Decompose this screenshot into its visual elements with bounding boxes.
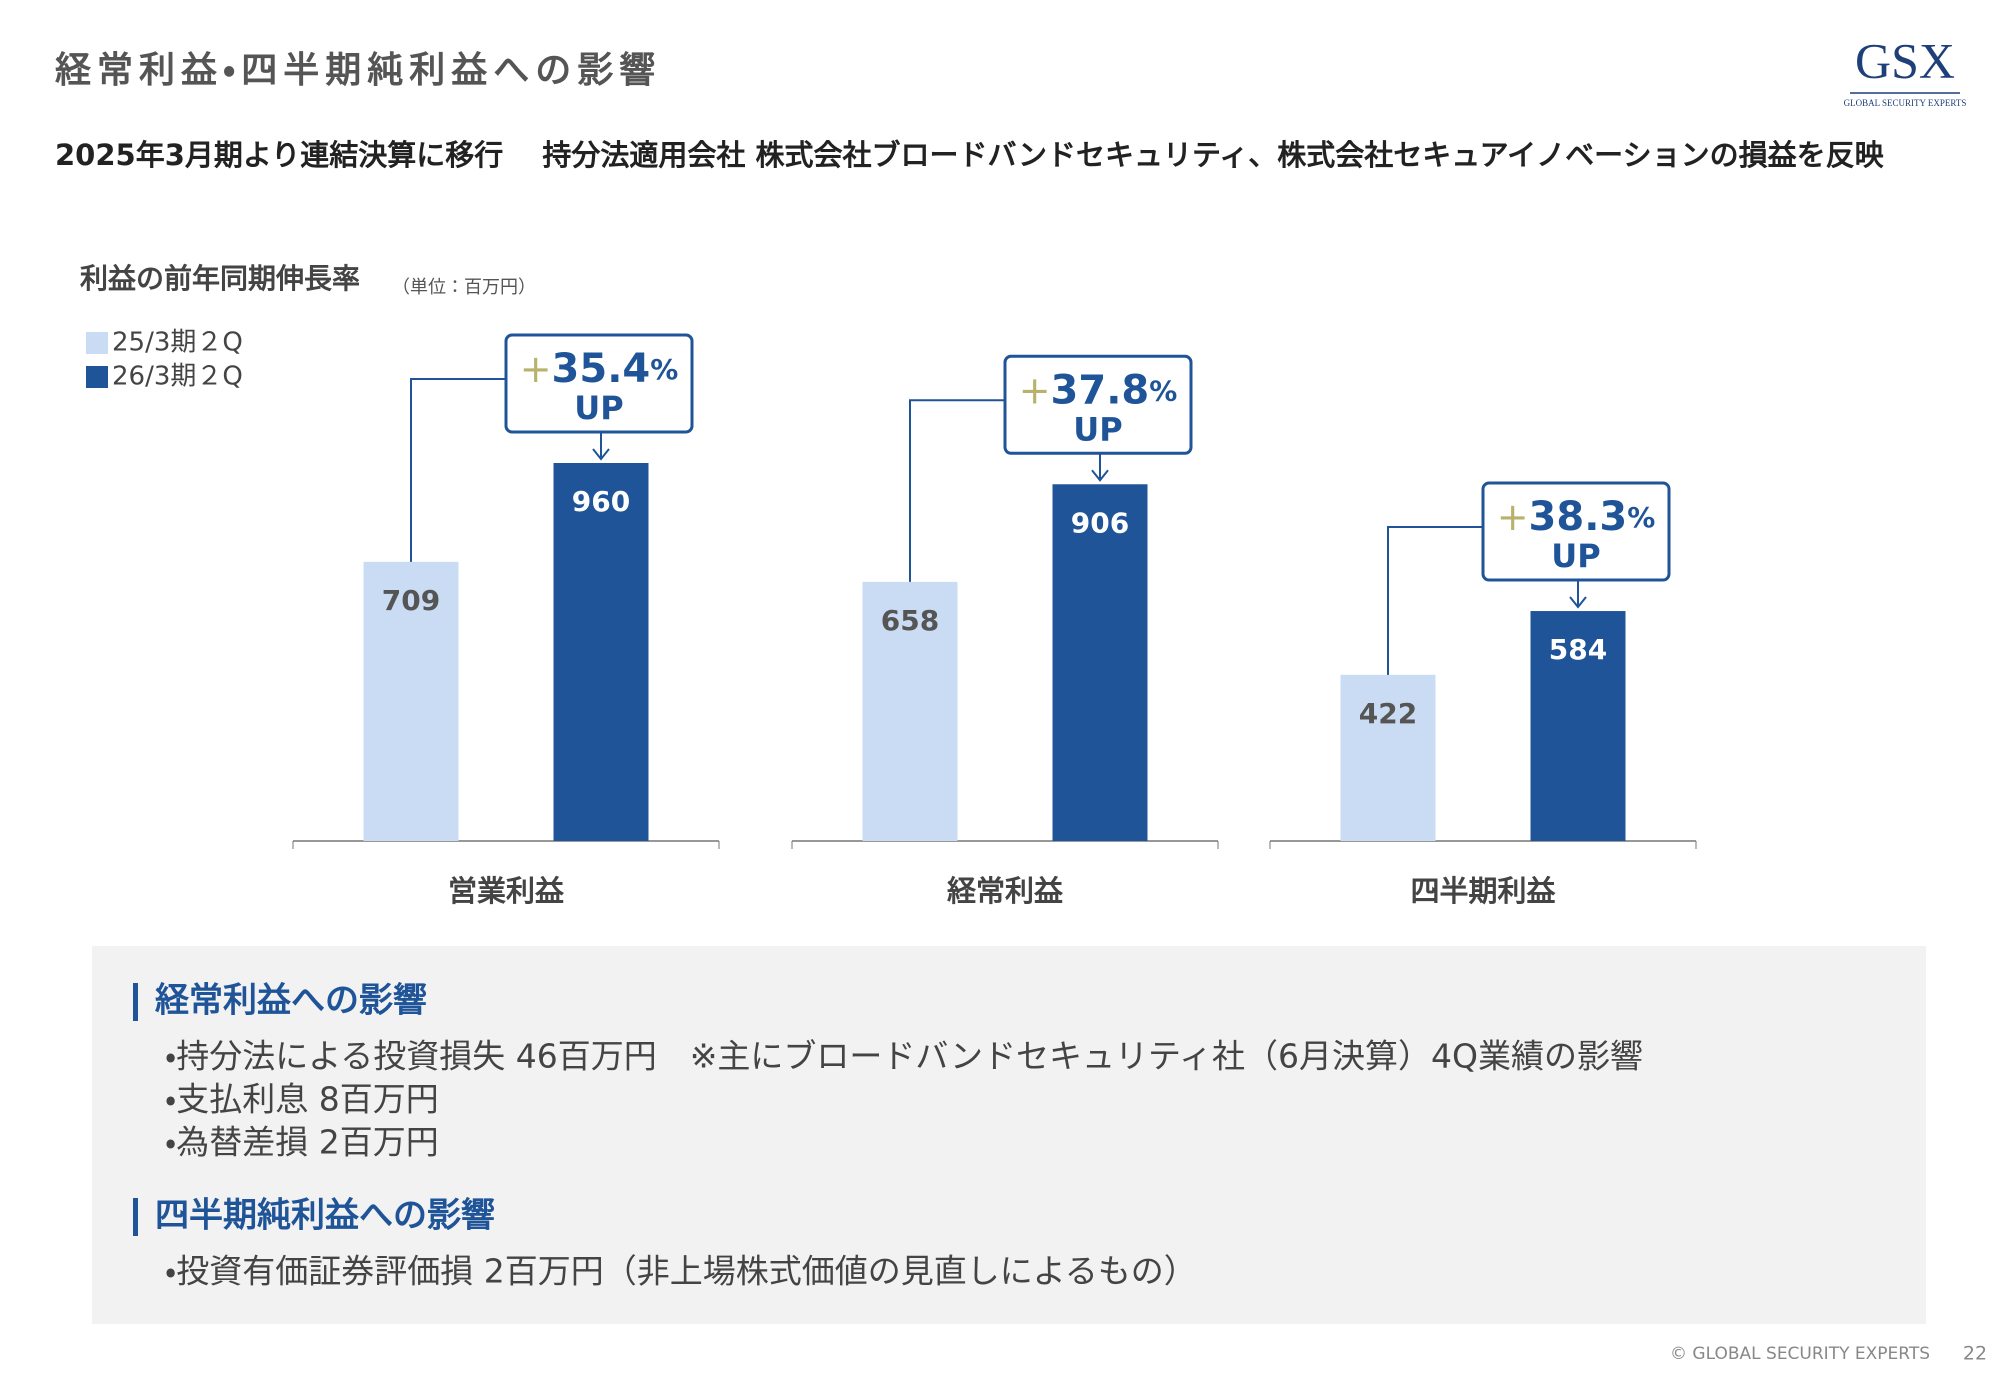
growth-box: [504, 333, 694, 434]
subtitle: 2025年3月期より連結決算に移行 持分法適用会社 株式会社ブロードバンドセキュ…: [55, 138, 1885, 172]
connector: [410, 378, 506, 562]
category-label: 経常利益: [947, 874, 1064, 908]
note-item: ・為替差損 2百万円: [165, 1123, 439, 1162]
heading-marker: [133, 1198, 138, 1236]
growth-rate: +35.4%: [520, 346, 679, 392]
growth-unit: %: [650, 353, 678, 386]
value-label: 906: [1071, 506, 1129, 539]
legend-label: 26/3期２Q: [112, 362, 243, 392]
growth-text: UP: [1551, 537, 1600, 575]
category-label: 営業利益: [448, 874, 565, 908]
connector: [1387, 526, 1483, 675]
growth-sign: +: [1019, 368, 1051, 412]
bar: [553, 463, 649, 841]
bar: [1052, 484, 1148, 841]
category-label: 四半期利益: [1410, 874, 1556, 908]
value-label: 584: [1549, 633, 1607, 666]
logo: GSX: [1855, 32, 1955, 88]
connector: [909, 399, 1005, 582]
legend-swatch: [86, 332, 108, 354]
arrow-head: [592, 448, 610, 461]
growth-sign: +: [520, 347, 552, 391]
value-label: 658: [881, 604, 939, 637]
unit-note: （単位：百万円）: [392, 277, 536, 298]
growth-text: UP: [574, 389, 623, 427]
value-label: 960: [572, 485, 630, 518]
bar: [363, 561, 459, 841]
page-number: 22: [1963, 1343, 1987, 1365]
growth-sign: +: [1497, 495, 1529, 539]
slide-title: 経常利益・四半期純利益への影響: [55, 50, 661, 91]
growth-box: [1003, 354, 1193, 455]
notes-panel: [92, 946, 1926, 1324]
growth-unit: %: [1627, 501, 1655, 534]
legend-swatch: [86, 366, 108, 388]
value-label: 422: [1359, 697, 1417, 730]
growth-text: UP: [1073, 410, 1122, 448]
chart-title: 利益の前年同期伸長率: [80, 262, 360, 295]
growth-rate: +38.3%: [1497, 494, 1656, 540]
growth-rate: +37.8%: [1019, 367, 1178, 413]
arrow-head: [1569, 596, 1587, 609]
note-item: ・投資有価証券評価損 2百万円（非上場株式価値の見直しによるもの）: [165, 1252, 1197, 1291]
heading-marker: [133, 983, 138, 1021]
logo-sub: GLOBAL SECURITY EXPERTS: [1844, 98, 1967, 108]
growth-box: [1481, 481, 1671, 582]
growth-value: 38.3: [1529, 494, 1628, 540]
legend-label: 25/3期２Q: [112, 328, 243, 358]
note-item: ・支払利息 8百万円: [165, 1080, 439, 1119]
note-heading: 四半期純利益への影響: [155, 1196, 495, 1236]
bar: [1340, 674, 1436, 841]
value-label: 709: [382, 584, 440, 617]
arrow-head: [1091, 469, 1109, 482]
note-item: ・持分法による投資損失 46百万円 ※主にブロードバンドセキュリティ社（6月決算…: [165, 1037, 1643, 1076]
growth-unit: %: [1149, 374, 1177, 407]
note-heading: 経常利益への影響: [155, 981, 427, 1021]
growth-value: 35.4: [552, 346, 651, 392]
bar: [1530, 611, 1626, 841]
growth-value: 37.8: [1051, 367, 1150, 413]
bar: [862, 581, 958, 841]
copyright: © GLOBAL SECURITY EXPERTS: [1670, 1344, 1930, 1364]
